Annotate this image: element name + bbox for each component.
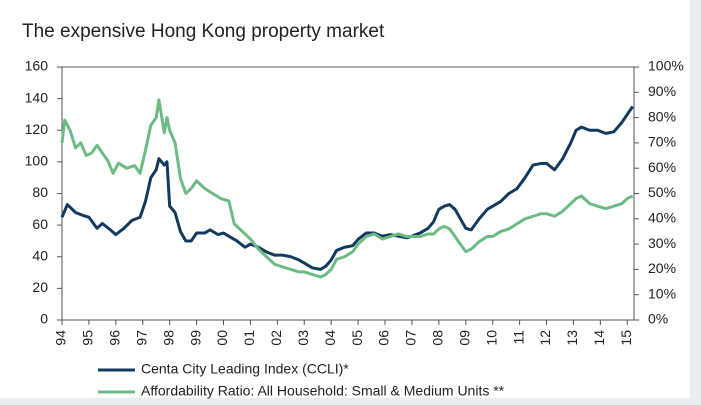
y2-tick-label: 90% bbox=[648, 83, 676, 99]
x-tick-label: 08 bbox=[430, 330, 446, 346]
y2-tick-label: 0% bbox=[648, 311, 668, 327]
x-tick-label: 14 bbox=[591, 330, 607, 346]
x-tick-label: 02 bbox=[268, 330, 284, 346]
series-line bbox=[60, 105, 634, 271]
x-tick-label: 15 bbox=[618, 330, 634, 346]
y-tick-label: 140 bbox=[25, 89, 49, 105]
series-line bbox=[60, 98, 634, 279]
y-tick-label: 0 bbox=[40, 311, 48, 327]
x-tick-label: 00 bbox=[214, 330, 230, 346]
legend-label: Affordability Ratio: All Household: Smal… bbox=[141, 383, 505, 399]
x-tick-label: 11 bbox=[510, 330, 526, 345]
x-tick-label: 95 bbox=[80, 330, 96, 346]
x-tick-label: 94 bbox=[53, 330, 69, 346]
x-tick-label: 04 bbox=[322, 330, 338, 346]
chart-title: The expensive Hong Kong property market bbox=[22, 21, 385, 42]
x-tick-label: 01 bbox=[241, 330, 257, 346]
y2-tick-label: 100% bbox=[648, 58, 684, 74]
x-tick-label: 97 bbox=[133, 330, 149, 346]
y2-tick-label: 20% bbox=[648, 260, 676, 276]
x-tick-label: 96 bbox=[107, 330, 123, 346]
y-tick-label: 120 bbox=[25, 121, 49, 137]
y-tick-label: 40 bbox=[32, 247, 48, 263]
y2-tick-label: 40% bbox=[648, 210, 676, 226]
y2-tick-label: 30% bbox=[648, 235, 676, 251]
y-tick-label: 160 bbox=[25, 58, 49, 74]
x-tick-label: 03 bbox=[295, 330, 311, 346]
legend-label: Centa City Leading Index (CCLI)* bbox=[141, 361, 349, 377]
y2-tick-label: 50% bbox=[648, 184, 676, 200]
x-tick-label: 10 bbox=[483, 330, 499, 346]
y2-tick-label: 80% bbox=[648, 108, 676, 124]
x-tick-label: 06 bbox=[376, 330, 392, 346]
x-tick-label: 09 bbox=[456, 330, 472, 346]
x-tick-label: 07 bbox=[403, 330, 419, 346]
y-tick-label: 100 bbox=[25, 153, 49, 169]
y2-tick-label: 70% bbox=[648, 134, 676, 150]
x-tick-label: 13 bbox=[564, 330, 580, 346]
y-tick-label: 20 bbox=[32, 279, 48, 295]
y2-tick-label: 10% bbox=[648, 285, 676, 301]
y-tick-label: 80 bbox=[32, 184, 48, 200]
y-tick-label: 60 bbox=[32, 216, 48, 232]
x-tick-label: 12 bbox=[537, 330, 553, 346]
y2-tick-label: 60% bbox=[648, 159, 676, 175]
x-tick-label: 05 bbox=[349, 330, 365, 346]
x-tick-label: 98 bbox=[160, 330, 176, 346]
x-tick-label: 99 bbox=[187, 330, 203, 346]
